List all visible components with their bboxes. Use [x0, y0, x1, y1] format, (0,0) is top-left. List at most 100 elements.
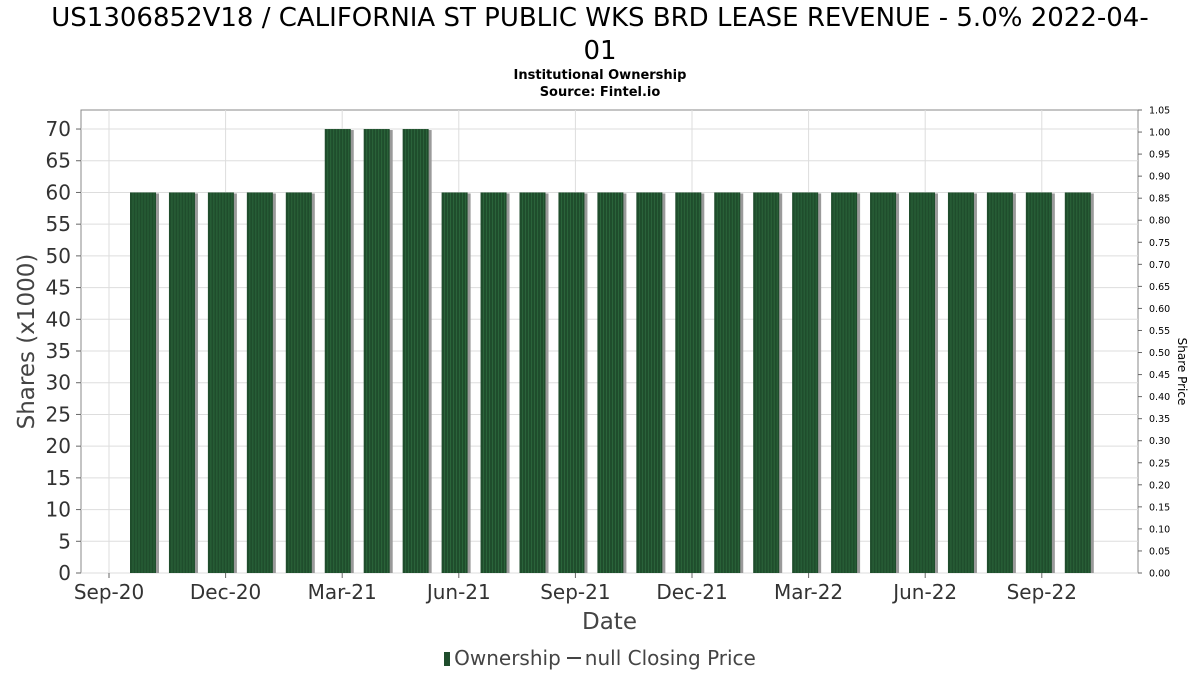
ownership-bar-fill — [947, 192, 974, 573]
y2-tick-label: 0.35 — [1149, 414, 1170, 425]
y2-tick-label: 0.05 — [1149, 546, 1170, 557]
chart-title: US1306852V18 / CALIFORNIA ST PUBLIC WKS … — [0, 2, 1200, 68]
ownership-bar — [168, 192, 198, 573]
y2-tick-label: 0.60 — [1149, 304, 1170, 315]
y-tick-label: 25 — [46, 402, 71, 426]
x-tick-label: Dec-21 — [656, 580, 727, 604]
chart-legend: Ownership null Closing Price — [0, 646, 1200, 670]
ownership-bar-fill — [986, 192, 1013, 573]
ownership-bar-fill — [480, 192, 507, 573]
y-tick-label: 10 — [46, 498, 71, 522]
ownership-bar-fill — [402, 129, 429, 573]
ownership-bar — [947, 192, 977, 573]
x-tick-label: Sep-20 — [74, 580, 144, 604]
ownership-bar — [324, 129, 354, 573]
y-tick-label: 35 — [46, 339, 71, 363]
ownership-bar — [558, 192, 588, 573]
y2-tick-label: 0.65 — [1149, 282, 1170, 293]
ownership-bar-fill — [714, 192, 741, 573]
y-tick-label: 5 — [58, 529, 71, 553]
ownership-bar-fill — [441, 192, 468, 573]
y-tick-label: 20 — [46, 434, 71, 458]
y-tick-label: 55 — [46, 212, 71, 236]
ownership-bar-fill — [130, 192, 156, 573]
ownership-bar-fill — [597, 192, 624, 573]
ownership-bar-fill — [324, 129, 351, 573]
ownership-legend-label: Ownership — [454, 646, 561, 670]
ownership-bar-fill — [831, 192, 858, 573]
ownership-bar-fill — [909, 192, 935, 573]
ownership-chart: 0 5 10 15 20 25 30 35 40 45 50 55 60 65 70 0.00 0.05 0.10… — [14, 106, 1189, 636]
y-tick-label: 60 — [46, 180, 71, 204]
ownership-bar — [402, 129, 432, 573]
y-tick-label: 30 — [46, 371, 71, 395]
ownership-bar-fill — [1025, 192, 1052, 573]
y2-tick-label: 0.10 — [1149, 524, 1170, 535]
ownership-bar-fill — [792, 192, 819, 573]
y2-tick-label: 0.25 — [1149, 458, 1170, 469]
ownership-legend-swatch — [444, 652, 451, 666]
y2-tick-label: 0.15 — [1149, 502, 1170, 513]
y2-tick-label: 0.70 — [1149, 260, 1170, 271]
y2-tick-label: 0.20 — [1149, 480, 1170, 491]
y2-tick-label: 0.80 — [1149, 216, 1170, 227]
y-tick-label: 45 — [46, 276, 71, 300]
ownership-bar — [675, 192, 705, 573]
y2-tick-label: 0.75 — [1149, 238, 1170, 249]
ownership-bar-fill — [753, 192, 780, 573]
ownership-bar — [636, 192, 666, 573]
y2-tick-label: 0.90 — [1149, 172, 1170, 183]
ownership-bar-fill — [558, 192, 585, 573]
ownership-bar — [363, 129, 393, 573]
ownership-bar — [870, 192, 900, 573]
ownership-bar-fill — [519, 192, 546, 573]
y-tick-label: 40 — [46, 307, 71, 331]
price-legend-label: null Closing Price — [584, 646, 756, 670]
y2-tick-label: 0.50 — [1149, 348, 1170, 359]
y2-tick-label: 0.85 — [1149, 194, 1170, 205]
x-tick-label: Sep-22 — [1007, 580, 1077, 604]
x-tick-label: Jun-21 — [425, 580, 491, 604]
y-tick-label: 50 — [46, 244, 71, 268]
y2-tick-label: 0.40 — [1149, 392, 1170, 403]
chart-source: Source: Fintel.io — [539, 85, 661, 100]
ownership-bar — [246, 192, 276, 573]
y2-tick-label: 0.95 — [1149, 150, 1170, 161]
y-tick-label: 0 — [58, 561, 71, 585]
y2-tick-label: 1.00 — [1149, 128, 1170, 139]
ownership-bar — [792, 192, 822, 573]
ownership-bar-fill — [285, 192, 312, 573]
y-tick-label: 70 — [46, 117, 71, 141]
ownership-bar — [441, 192, 471, 573]
y2-axis-title: Share Price — [1175, 338, 1189, 406]
ownership-bar-fill — [870, 192, 897, 573]
price-legend-line — [566, 657, 581, 659]
x-tick-label: Dec-20 — [190, 580, 261, 604]
ownership-bar-fill — [1064, 192, 1091, 573]
chart-subtitle: Institutional Ownership — [513, 68, 687, 83]
ownership-bar — [909, 192, 938, 573]
y2-tick-label: 1.05 — [1149, 106, 1170, 117]
y-axis-title: Shares (x1000) — [14, 254, 40, 430]
ownership-bar — [480, 192, 510, 573]
ownership-bar — [285, 192, 315, 573]
ownership-bar-fill — [675, 192, 702, 573]
ownership-bar-fill — [363, 129, 390, 573]
x-tick-label: Jun-22 — [891, 580, 957, 604]
ownership-bar — [519, 192, 549, 573]
ownership-bar — [1064, 192, 1094, 573]
x-tick-label: Mar-22 — [774, 580, 843, 604]
y-tick-label: 65 — [46, 149, 71, 173]
ownership-bar — [714, 192, 744, 573]
ownership-bar-fill — [207, 192, 234, 573]
chart-title-line2: 01 — [583, 36, 617, 66]
ownership-bar — [207, 192, 237, 573]
y-tick-label: 15 — [46, 466, 71, 490]
ownership-bar — [831, 192, 861, 573]
x-axis-title: Date — [582, 609, 637, 635]
y2-tick-label: 0.55 — [1149, 326, 1170, 337]
ownership-bar — [130, 192, 159, 573]
ownership-bar — [986, 192, 1016, 573]
ownership-bar — [597, 192, 627, 573]
y2-tick-label: 0.45 — [1149, 370, 1170, 381]
